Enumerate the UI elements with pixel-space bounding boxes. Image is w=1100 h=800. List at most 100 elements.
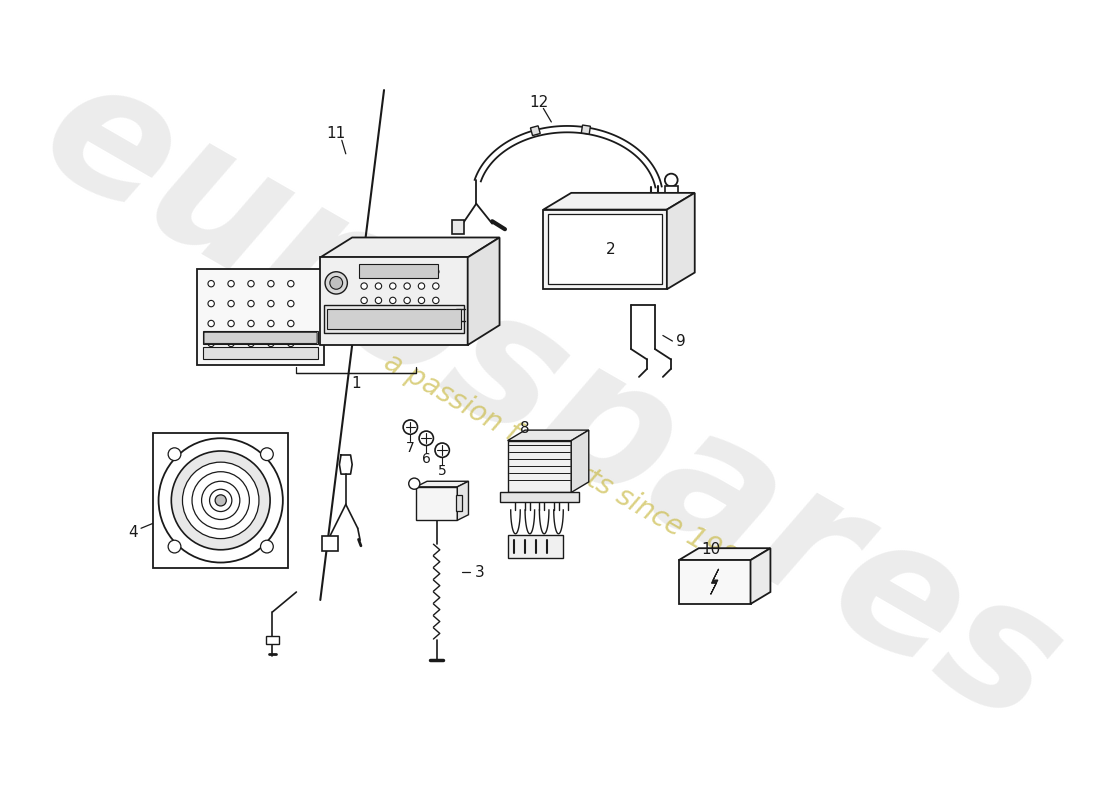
Circle shape xyxy=(419,431,433,446)
Bar xyxy=(581,125,591,134)
Bar xyxy=(416,487,458,520)
Bar xyxy=(266,636,279,644)
Circle shape xyxy=(418,298,425,304)
Circle shape xyxy=(208,340,214,346)
Circle shape xyxy=(287,320,294,326)
Bar xyxy=(153,433,288,568)
Circle shape xyxy=(389,269,396,275)
Text: 3: 3 xyxy=(475,565,484,579)
Circle shape xyxy=(248,340,254,346)
Bar xyxy=(204,347,318,358)
Bar xyxy=(322,536,338,550)
Circle shape xyxy=(418,283,425,290)
Text: eurospares: eurospares xyxy=(13,39,1089,762)
Circle shape xyxy=(409,478,420,490)
Circle shape xyxy=(404,298,410,304)
Circle shape xyxy=(267,320,274,326)
Circle shape xyxy=(361,269,367,275)
Bar xyxy=(197,270,324,365)
Circle shape xyxy=(208,320,214,326)
Circle shape xyxy=(432,269,439,275)
Polygon shape xyxy=(320,238,499,258)
Circle shape xyxy=(434,443,450,458)
Circle shape xyxy=(168,448,180,461)
Circle shape xyxy=(192,472,250,529)
Text: 9: 9 xyxy=(675,334,685,349)
Polygon shape xyxy=(711,569,718,594)
Circle shape xyxy=(287,281,294,287)
Circle shape xyxy=(287,340,294,346)
Polygon shape xyxy=(468,238,499,345)
Bar xyxy=(455,495,462,510)
Circle shape xyxy=(432,283,439,290)
Circle shape xyxy=(361,283,367,290)
Text: 5: 5 xyxy=(438,464,447,478)
Polygon shape xyxy=(458,482,469,520)
Circle shape xyxy=(248,281,254,287)
Text: 12: 12 xyxy=(530,94,549,110)
Bar xyxy=(507,535,563,558)
Text: 8: 8 xyxy=(520,421,530,436)
Circle shape xyxy=(375,269,382,275)
Circle shape xyxy=(216,495,227,506)
Bar xyxy=(530,126,540,135)
Polygon shape xyxy=(416,482,469,487)
FancyBboxPatch shape xyxy=(204,332,317,343)
Circle shape xyxy=(287,301,294,306)
Circle shape xyxy=(248,301,254,306)
Circle shape xyxy=(228,281,234,287)
Bar xyxy=(204,331,318,344)
Bar xyxy=(664,186,678,193)
Circle shape xyxy=(208,301,214,306)
Circle shape xyxy=(208,281,214,287)
Circle shape xyxy=(261,448,273,461)
Circle shape xyxy=(168,540,180,553)
Circle shape xyxy=(172,451,271,550)
Bar xyxy=(320,258,468,345)
Circle shape xyxy=(210,490,232,511)
Text: 1: 1 xyxy=(351,376,361,390)
Circle shape xyxy=(228,301,234,306)
Circle shape xyxy=(183,462,258,538)
Circle shape xyxy=(664,174,678,186)
Circle shape xyxy=(261,540,273,553)
Bar xyxy=(359,264,438,278)
Circle shape xyxy=(267,281,274,287)
Text: 11: 11 xyxy=(327,126,345,142)
Bar xyxy=(324,305,464,333)
Text: 10: 10 xyxy=(701,542,721,558)
Bar xyxy=(499,493,580,502)
Text: 4: 4 xyxy=(129,525,138,540)
Bar xyxy=(543,210,667,290)
Circle shape xyxy=(228,340,234,346)
Circle shape xyxy=(404,269,410,275)
Text: 6: 6 xyxy=(421,452,431,466)
Bar xyxy=(679,560,750,604)
Circle shape xyxy=(201,482,240,519)
Circle shape xyxy=(326,272,348,294)
Circle shape xyxy=(267,340,274,346)
Text: 2: 2 xyxy=(606,242,616,257)
Circle shape xyxy=(375,298,382,304)
Circle shape xyxy=(403,420,418,434)
Circle shape xyxy=(389,283,396,290)
Polygon shape xyxy=(507,430,588,441)
Circle shape xyxy=(248,320,254,326)
Bar xyxy=(548,214,662,285)
Polygon shape xyxy=(667,193,695,290)
Circle shape xyxy=(404,283,410,290)
Circle shape xyxy=(361,298,367,304)
Polygon shape xyxy=(571,430,588,493)
Circle shape xyxy=(267,301,274,306)
Circle shape xyxy=(330,277,342,290)
Circle shape xyxy=(432,298,439,304)
Circle shape xyxy=(228,320,234,326)
Bar xyxy=(327,309,461,329)
Bar xyxy=(452,220,463,234)
Bar xyxy=(507,441,571,493)
Polygon shape xyxy=(750,548,770,604)
Text: 7: 7 xyxy=(406,441,415,455)
Circle shape xyxy=(389,298,396,304)
Circle shape xyxy=(375,283,382,290)
Circle shape xyxy=(418,269,425,275)
